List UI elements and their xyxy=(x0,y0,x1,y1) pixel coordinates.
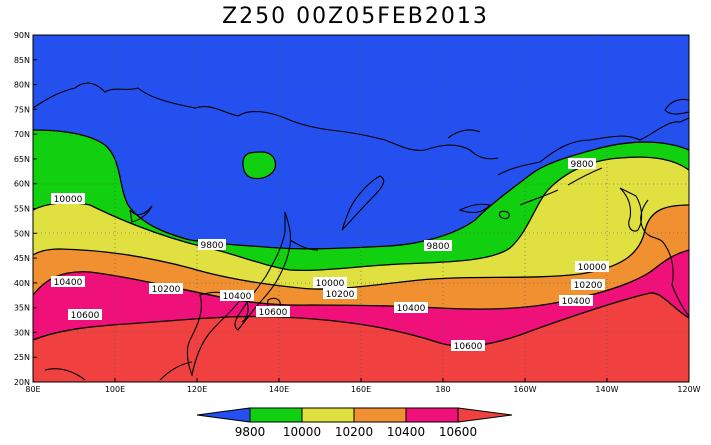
axis-ticks xyxy=(32,34,690,383)
contour-label-bg xyxy=(198,239,226,250)
contour-label: 10200 xyxy=(574,281,603,291)
contour-label-bg xyxy=(424,240,452,251)
contour-label-bg xyxy=(568,158,596,169)
contour-label-bg xyxy=(313,277,347,288)
legend-swatch xyxy=(249,407,303,423)
contour-label-bg xyxy=(323,288,357,299)
lon-tick-label: 100E xyxy=(105,385,125,394)
lat-tick-label: 35N xyxy=(14,304,30,313)
color-legend: 9800 10000 10200 10400 10600 xyxy=(196,407,513,439)
lat-tick-label: 20N xyxy=(14,378,30,387)
lon-tick-label: 80E xyxy=(25,385,40,394)
contour-label: 10000 xyxy=(578,263,607,273)
contour-label-bg xyxy=(559,295,593,306)
contour-label: 10200 xyxy=(152,285,181,295)
contour-label: 10000 xyxy=(316,279,345,289)
lat-tick-label: 65N xyxy=(14,155,30,164)
legend-arrow-high xyxy=(457,407,513,423)
lat-tick-label: 30N xyxy=(14,328,30,337)
contour-label-bg xyxy=(394,302,428,313)
contour-label: 10400 xyxy=(397,304,426,314)
contour-label: 9800 xyxy=(427,242,450,252)
contour-label-bg xyxy=(220,290,254,301)
legend-level-label: 9800 xyxy=(235,425,266,439)
contour-label: 10600 xyxy=(259,308,288,318)
lat-tick-label: 60N xyxy=(14,180,30,189)
legend-level-label: 10400 xyxy=(387,425,425,439)
filled-contours xyxy=(33,35,689,382)
closed-contour-9800 xyxy=(242,151,277,180)
lon-tick-label: 120W xyxy=(677,385,700,394)
lat-tick-label: 70N xyxy=(14,130,30,139)
lon-tick-label: 180 xyxy=(435,385,450,394)
lat-tick-label: 80N xyxy=(14,81,30,90)
graticule xyxy=(33,35,689,382)
contour-label-bg xyxy=(571,279,605,290)
contour-label: 10600 xyxy=(71,311,100,321)
contour-label: 10400 xyxy=(223,292,252,302)
contour-label-bg xyxy=(149,283,183,294)
legend-level-label: 10200 xyxy=(335,425,373,439)
lat-tick-label: 45N xyxy=(14,254,30,263)
contour-label-bg xyxy=(451,340,485,351)
lon-tick-label: 160W xyxy=(513,385,536,394)
contour-label: 10200 xyxy=(326,290,355,300)
lat-axis: 20N 25N 30N 35N 40N 45N 50N 55N 60N 65N 70N 75N 80N 8… xyxy=(14,31,30,387)
legend-arrow-low xyxy=(196,407,251,423)
legend-level-label: 10600 xyxy=(439,425,477,439)
contour-lines xyxy=(33,129,689,347)
lon-tick-label: 140E xyxy=(269,385,289,394)
legend-level-label: 10000 xyxy=(283,425,321,439)
contour-label-bg xyxy=(575,261,609,272)
contour-label: 9800 xyxy=(571,160,594,170)
lat-tick-label: 85N xyxy=(14,56,30,65)
contour-label: 9800 xyxy=(201,241,224,251)
lat-tick-label: 50N xyxy=(14,229,30,238)
lon-tick-label: 140W xyxy=(595,385,618,394)
contour-label-bg xyxy=(68,309,102,320)
contour-label: 10400 xyxy=(54,278,83,288)
lat-tick-label: 75N xyxy=(14,105,30,114)
lon-axis: 80E 100E 120E 140E 160E 180 160W 140W 120W xyxy=(25,385,700,394)
lat-tick-label: 55N xyxy=(14,205,30,214)
contour-label-bg xyxy=(51,193,85,204)
legend-swatch xyxy=(353,407,407,423)
contour-label-bg xyxy=(256,306,290,317)
coastlines xyxy=(33,82,689,381)
lat-tick-label: 40N xyxy=(14,279,30,288)
lon-tick-label: 120E xyxy=(187,385,207,394)
lat-tick-label: 90N xyxy=(14,31,30,40)
contour-label: 10000 xyxy=(54,195,83,205)
lat-tick-label: 25N xyxy=(14,353,30,362)
contour-label-bg xyxy=(51,276,85,287)
lon-tick-label: 160E xyxy=(351,385,371,394)
contour-label: 10600 xyxy=(454,342,483,352)
contour-label: 10400 xyxy=(562,297,591,307)
legend-swatch xyxy=(301,407,355,423)
legend-swatch xyxy=(405,407,459,423)
map-title: Z250 00Z05FEB2013 xyxy=(222,4,489,29)
